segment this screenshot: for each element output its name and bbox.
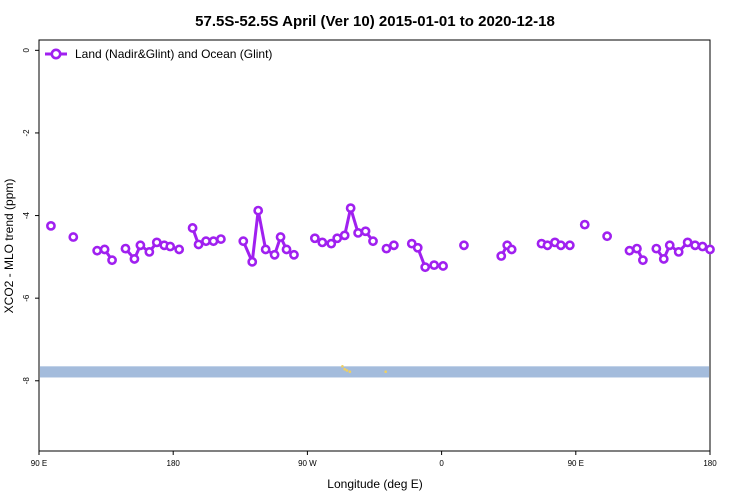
series-layer (46, 203, 715, 273)
data-point (165, 241, 176, 252)
data-point (438, 261, 448, 271)
y-tick-label: 0 (22, 48, 31, 53)
data-point (260, 244, 271, 255)
data-point (187, 223, 198, 233)
x-tick-label: 90 W (298, 459, 317, 468)
data-point (624, 245, 635, 256)
data-point (381, 243, 392, 254)
data-point (638, 255, 648, 266)
data-point (412, 242, 423, 253)
data-point (705, 244, 715, 255)
data-point (309, 233, 320, 244)
data-point (269, 249, 280, 260)
data-point (120, 243, 131, 254)
data-point (506, 244, 517, 255)
legend-marker-swatch (50, 48, 62, 60)
data-point (46, 220, 56, 231)
data-point (247, 256, 258, 267)
data-point (151, 237, 162, 248)
data-point (281, 244, 292, 255)
data-point (429, 260, 440, 271)
y-tick-label: -8 (22, 377, 31, 385)
data-point (360, 226, 371, 237)
land-fragment (345, 369, 349, 372)
data-point (129, 254, 140, 264)
y-tick-label: -4 (22, 211, 31, 219)
data-point (658, 254, 669, 264)
data-point (579, 219, 590, 230)
y-tick-label: -2 (22, 129, 31, 137)
data-point (682, 237, 693, 248)
land-strip (40, 365, 709, 378)
data-point (353, 228, 363, 238)
x-axis: 90 E 180 90 W 0 90 E 180 (31, 451, 717, 468)
data-point (326, 238, 337, 249)
x-tick-label: 90 E (568, 459, 584, 468)
data-point (92, 245, 103, 256)
land-fragment (341, 365, 344, 368)
data-point (459, 240, 469, 251)
land-band (40, 366, 709, 378)
x-tick-label: 90 E (31, 459, 47, 468)
y-tick-label: -6 (22, 294, 31, 302)
land-fragment (343, 367, 346, 371)
data-point (317, 237, 328, 248)
data-point (602, 231, 613, 242)
data-point (144, 247, 155, 257)
chart-title: 57.5S-52.5S April (Ver 10) 2015-01-01 to… (195, 13, 555, 30)
legend: Land (Nadir&Glint) and Ocean (Glint) (45, 47, 272, 61)
data-point (68, 232, 79, 242)
data-point (697, 241, 708, 252)
data-point (339, 230, 350, 241)
land-fragment (384, 370, 387, 373)
data-point (135, 240, 146, 251)
data-point (673, 247, 684, 257)
data-point (238, 236, 249, 247)
data-point (253, 205, 264, 216)
data-point (345, 203, 356, 214)
data-point (201, 236, 211, 247)
y-axis-label: XCO2 - MLO trend (ppm) (2, 179, 16, 314)
data-point (420, 262, 431, 273)
data-point (275, 232, 286, 242)
legend-label: Land (Nadir&Glint) and Ocean (Glint) (75, 47, 272, 61)
data-point (99, 244, 110, 255)
data-point (332, 233, 343, 244)
data-point (289, 249, 299, 260)
data-point (496, 251, 507, 261)
data-point (107, 255, 117, 266)
data-point (564, 240, 575, 251)
land-fragment (348, 370, 352, 373)
data-point (651, 243, 662, 254)
data-point (208, 236, 219, 247)
x-tick-label: 180 (703, 459, 717, 468)
x-tick-label: 180 (167, 459, 181, 468)
data-point (388, 240, 399, 251)
data-point (690, 240, 700, 251)
data-point (368, 236, 378, 247)
data-point (664, 240, 675, 251)
data-point (193, 239, 204, 250)
x-axis-label: Longitude (deg E) (327, 477, 422, 491)
y-axis: 0 -2 -4 -6 -8 (22, 48, 39, 385)
data-point (174, 244, 185, 255)
data-point (216, 234, 226, 244)
data-point (542, 240, 553, 251)
data-point (632, 243, 642, 254)
data-point (555, 240, 566, 251)
x-tick-label: 0 (439, 459, 444, 468)
